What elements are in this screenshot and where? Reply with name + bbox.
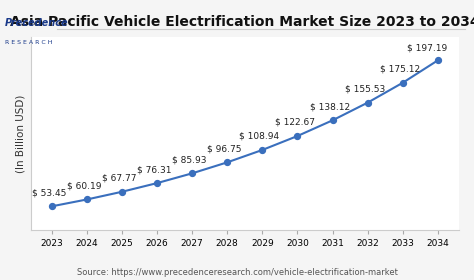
Text: Source: https://www.precedenceresearch.com/vehicle-electrification-market: Source: https://www.precedenceresearch.c…	[77, 268, 397, 277]
Text: $ 76.31: $ 76.31	[137, 165, 172, 174]
Point	[329, 118, 337, 123]
Text: $ 67.77: $ 67.77	[102, 174, 137, 183]
Point	[48, 204, 55, 209]
Point	[83, 197, 91, 202]
Title: Asia Pacific Vehicle Electrification Market Size 2023 to 2034: Asia Pacific Vehicle Electrification Mar…	[10, 15, 474, 29]
Point	[399, 80, 407, 85]
Text: $ 197.19: $ 197.19	[407, 44, 447, 53]
Text: $ 108.94: $ 108.94	[239, 132, 280, 141]
Point	[434, 58, 442, 62]
Text: $ 138.12: $ 138.12	[310, 102, 350, 111]
Text: $ 96.75: $ 96.75	[207, 144, 242, 153]
Point	[153, 181, 161, 185]
Point	[118, 190, 126, 194]
Point	[294, 134, 301, 138]
Text: $ 175.12: $ 175.12	[380, 65, 420, 74]
Text: $ 122.67: $ 122.67	[274, 118, 315, 127]
Text: $ 85.93: $ 85.93	[172, 155, 207, 164]
Text: Precedence: Precedence	[5, 18, 68, 28]
Point	[364, 100, 372, 105]
Point	[188, 171, 196, 176]
Y-axis label: (In Billion USD): (In Billion USD)	[15, 94, 25, 173]
Text: $ 155.53: $ 155.53	[345, 85, 385, 94]
Text: $ 53.45: $ 53.45	[32, 188, 66, 197]
Text: $ 60.19: $ 60.19	[67, 181, 101, 190]
Point	[258, 148, 266, 152]
Point	[223, 160, 231, 165]
Text: R E S E A R C H: R E S E A R C H	[5, 40, 52, 45]
